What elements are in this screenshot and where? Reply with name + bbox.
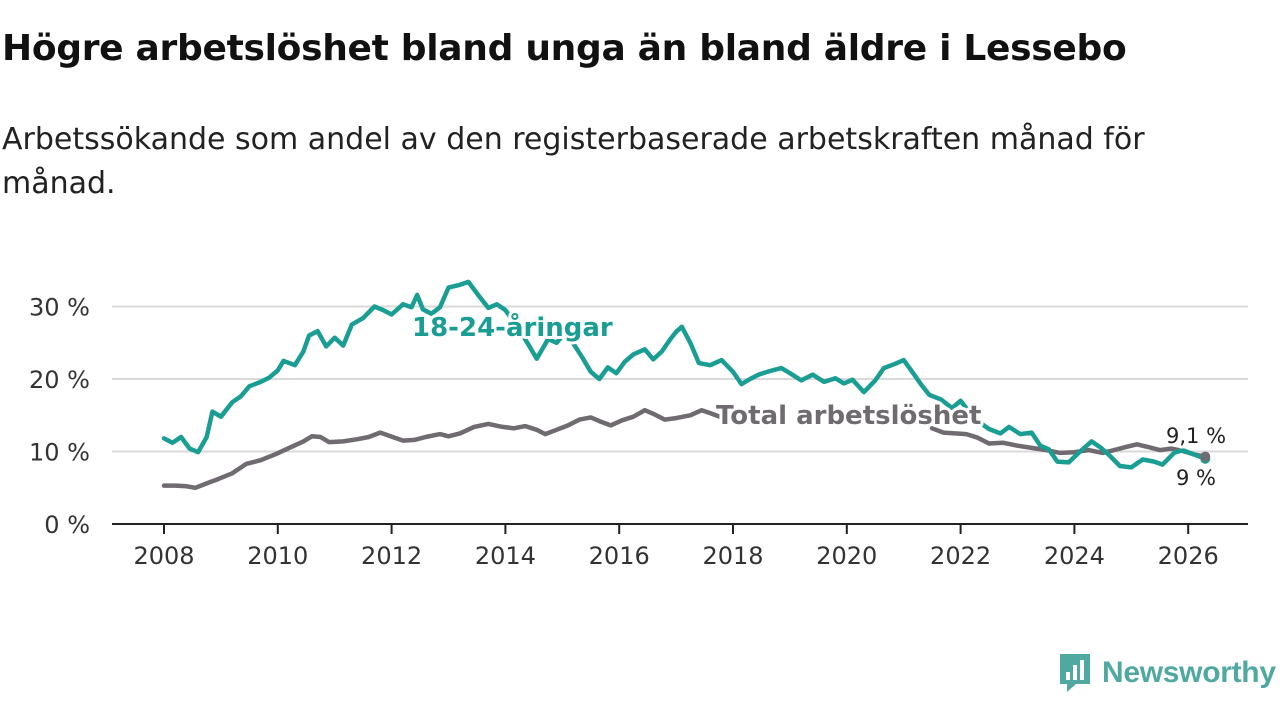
x-tick-label: 2010 [247, 542, 308, 570]
series-line-youth [161, 279, 1208, 470]
x-tick-label: 2018 [702, 542, 763, 570]
x-tick-label: 2020 [816, 542, 877, 570]
x-tick-label: 2014 [475, 542, 536, 570]
series-lines [161, 279, 1211, 491]
y-tick-label: 20 % [29, 366, 90, 394]
x-tick-label: 2022 [930, 542, 991, 570]
x-tick-label: 2026 [1158, 542, 1219, 570]
chart-title: Högre arbetslöshet bland unga än bland ä… [2, 28, 1127, 69]
x-tick-label: 2016 [589, 542, 650, 570]
y-tick-label: 30 % [29, 294, 90, 322]
end-value-youth: 9 % [1176, 466, 1216, 490]
y-axis-ticks: 0 % 10 % 20 % 30 % [29, 294, 90, 540]
x-tick-label: 2008 [133, 542, 194, 570]
series-line-total [161, 407, 736, 491]
series-label-youth: 18-24-åringar [412, 311, 613, 343]
end-value-total: 9,1 % [1166, 424, 1226, 448]
x-tick-label: 2024 [1044, 542, 1105, 570]
series-labels: 18-24-åringar Total arbetslöshet 9,1 % 9 % [409, 308, 1229, 493]
gridlines [112, 305, 1248, 525]
bar-chart-speech-icon [1060, 654, 1090, 692]
y-tick-label: 10 % [29, 439, 90, 467]
x-axis-ticks: 2008 2010 2012 2014 2016 2018 2020 2022 2024 2026 [133, 524, 1219, 570]
end-dot-total [1200, 451, 1211, 462]
x-tick-label: 2012 [361, 542, 422, 570]
brand-name: Newsworthy [1102, 656, 1276, 689]
series-label-total: Total arbetslöshet [716, 401, 981, 431]
chart-subtitle: Arbetssökande som andel av den registerb… [2, 122, 1145, 201]
newsworthy-logo: Newsworthy [1058, 652, 1276, 694]
y-tick-label: 0 % [44, 511, 90, 539]
series-line-total [929, 426, 1208, 459]
